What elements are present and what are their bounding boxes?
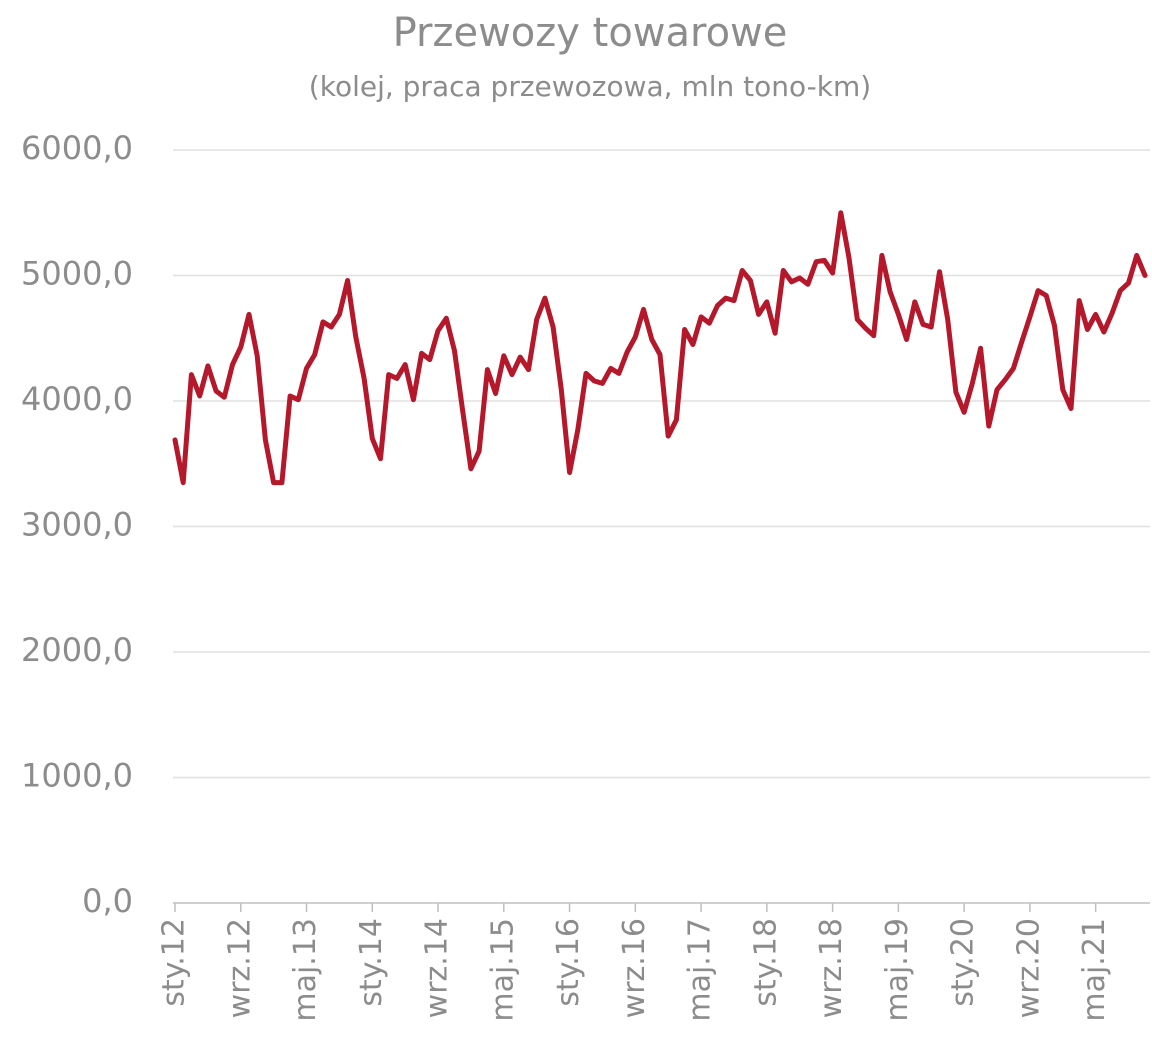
chart-subtitle: (kolej, praca przewozowa, mln tono-km) — [309, 70, 871, 103]
x-tick-label: maj.21 — [1077, 918, 1112, 1022]
y-tick-label: 4000,0 — [21, 380, 133, 418]
x-tick-label: wrz.16 — [617, 918, 652, 1018]
x-tick-label: maj.17 — [683, 918, 718, 1022]
x-tick-label: wrz.18 — [814, 918, 849, 1018]
y-tick-label: 0,0 — [82, 882, 133, 920]
chart-title: Przewozy towarowe — [393, 10, 788, 56]
x-tick-label: wrz.12 — [222, 918, 257, 1018]
x-tick-label: sty.12 — [157, 918, 192, 1007]
y-tick-label: 1000,0 — [21, 757, 133, 795]
x-tick-label: sty.18 — [748, 918, 783, 1007]
x-tick-label: sty.20 — [946, 918, 981, 1007]
x-tick-label: maj.15 — [485, 918, 520, 1022]
y-tick-label: 3000,0 — [21, 506, 133, 544]
y-tick-label: 5000,0 — [21, 255, 133, 293]
x-tick-label: wrz.20 — [1011, 918, 1046, 1018]
x-tick-label: sty.14 — [354, 918, 389, 1007]
y-tick-label: 6000,0 — [21, 129, 133, 167]
data-line — [172, 210, 1148, 486]
x-tick-label: maj.13 — [288, 918, 323, 1022]
y-tick-label: 2000,0 — [21, 631, 133, 669]
x-tick-label: sty.16 — [551, 918, 586, 1007]
x-tick-label: wrz.14 — [420, 918, 455, 1018]
x-tick-label: maj.19 — [880, 918, 915, 1022]
